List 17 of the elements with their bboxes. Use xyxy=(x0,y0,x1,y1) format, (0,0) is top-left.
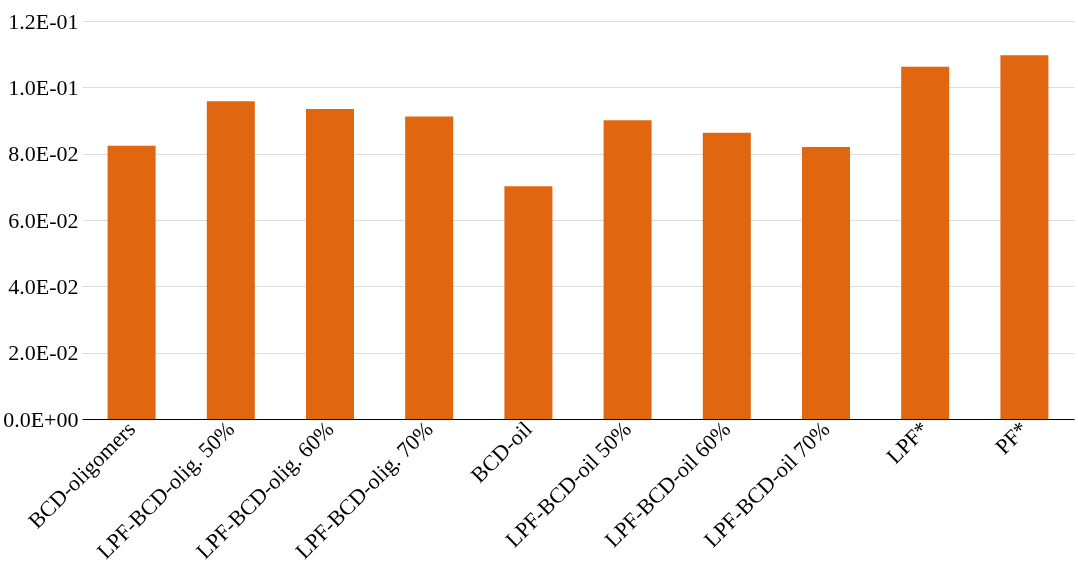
y-tick-label: 1.2E-01 xyxy=(8,8,79,34)
bar xyxy=(107,145,156,419)
y-tick-label: 1.0E-01 xyxy=(8,74,79,100)
bar xyxy=(901,66,950,419)
bar xyxy=(504,186,553,419)
y-tick-label: 8.0E-02 xyxy=(8,141,79,167)
bar xyxy=(603,120,652,419)
y-tick-label: 6.0E-02 xyxy=(8,207,79,233)
bar xyxy=(306,108,354,419)
y-tick-label: 2.0E-02 xyxy=(8,340,79,366)
x-tick-label: PF* xyxy=(990,416,1033,460)
bar xyxy=(1000,55,1049,419)
bar xyxy=(405,116,454,419)
bar xyxy=(206,101,255,419)
y-tick-label: 4.0E-02 xyxy=(8,273,79,299)
bar xyxy=(702,132,751,419)
bar xyxy=(802,147,850,419)
